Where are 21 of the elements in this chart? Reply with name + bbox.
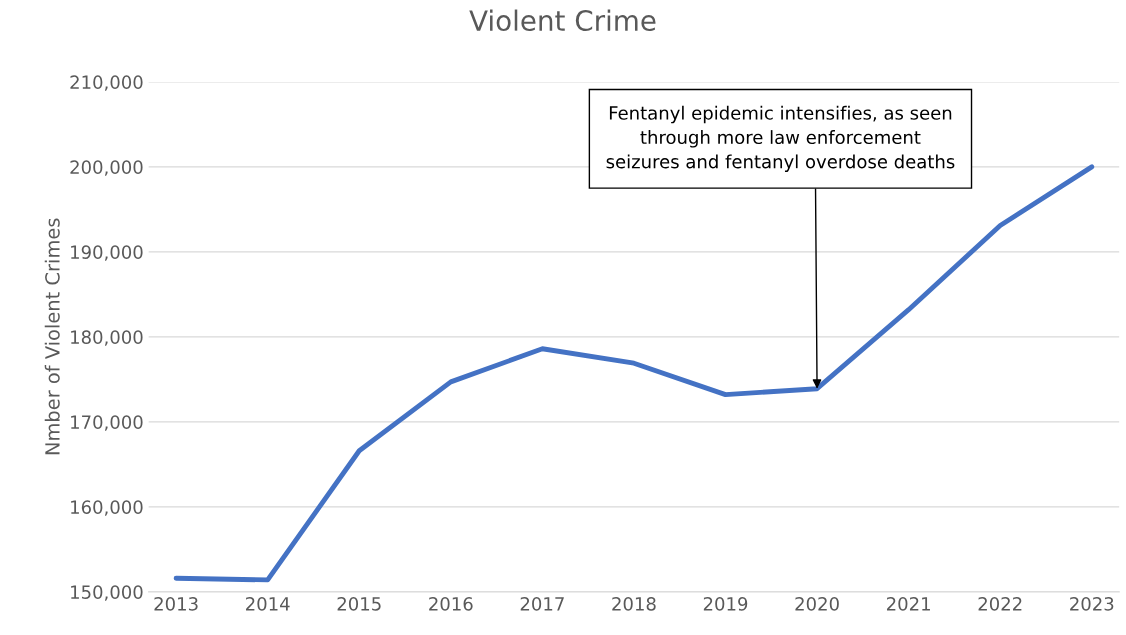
annotation: Fentanyl epidemic intensifies, as seen through more law enforcement seizures and fentanyl overdose deaths	[606, 105, 955, 172]
chart-title: Violent Crime	[469, 9, 656, 32]
x-tick-label: 2015	[337, 597, 381, 611]
y-tick-label: 150,000	[71, 585, 143, 601]
x-tick-label: 2019	[703, 597, 748, 611]
y-tick-label: 210,000	[70, 75, 143, 91]
x-tick-label: 2013	[154, 597, 198, 611]
x-tick-label: 2016	[429, 597, 473, 611]
x-tick-label: 2017	[520, 597, 564, 611]
y-tick-label: 180,000	[71, 330, 143, 346]
x-tick-label: 2021	[886, 597, 930, 611]
y-tick-label: 170,000	[71, 415, 143, 431]
y-tick-label: 190,000	[71, 245, 143, 261]
y-tick-label: 160,000	[71, 500, 143, 516]
y-axis-title: Nmber of Violent Crimes	[44, 218, 60, 455]
x-tick-label: 2020	[795, 597, 839, 611]
x-tick-label: 2018	[612, 597, 656, 611]
x-tick-label: 2023	[1070, 597, 1114, 611]
x-tick-label: 2014	[246, 597, 290, 611]
y-tick-label: 200,000	[70, 160, 143, 176]
x-tick-label: 2022	[978, 597, 1022, 611]
